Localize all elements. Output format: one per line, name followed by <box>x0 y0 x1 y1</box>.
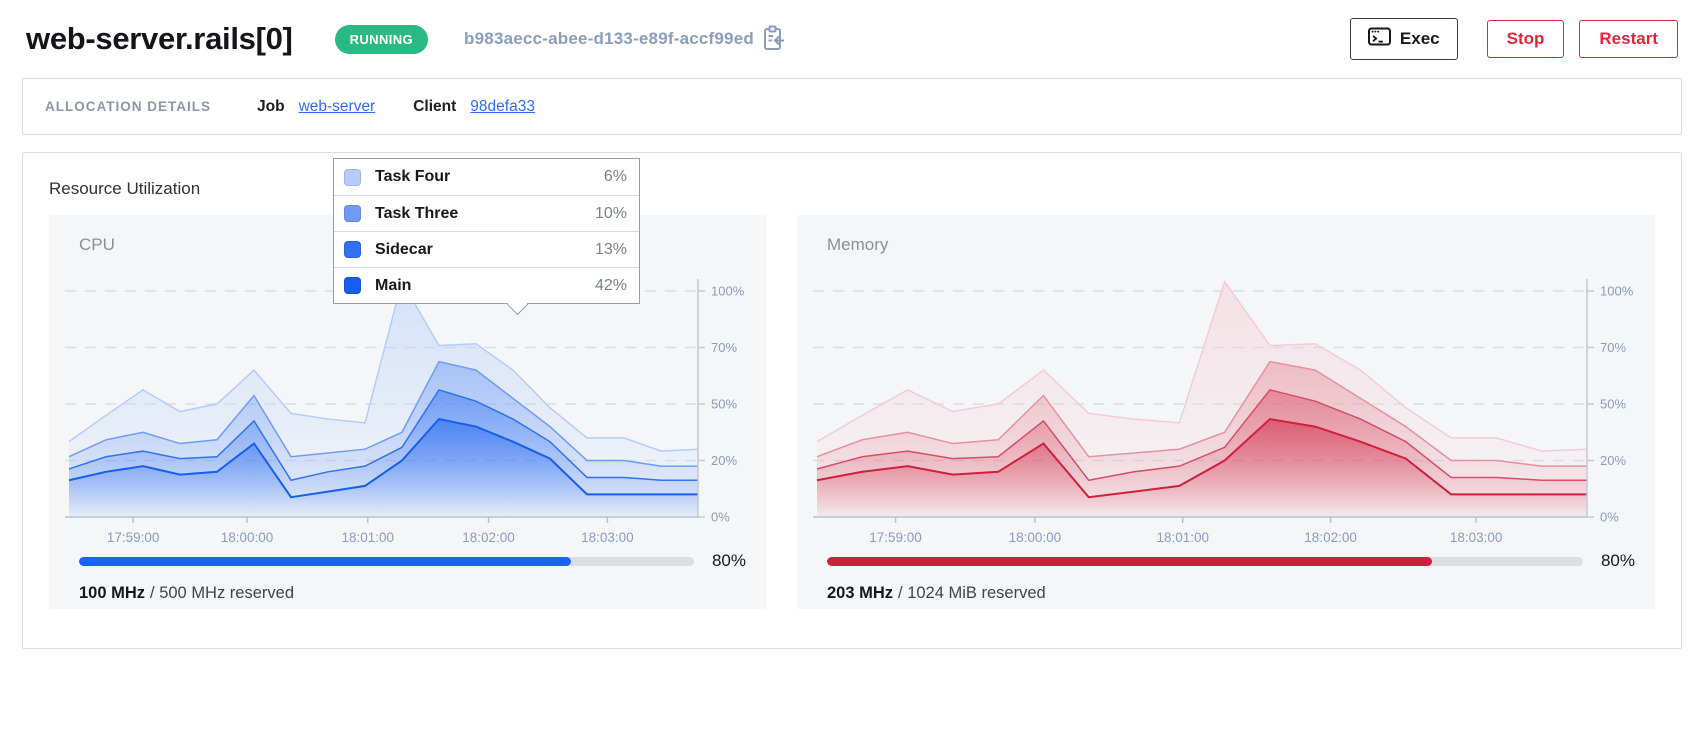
task-name: Sidecar <box>375 240 433 258</box>
memory-chart[interactable]: 100% 70% 50% 20% 0% 17:59:00 18:00:00 18:01:00 1… <box>813 257 1643 549</box>
x-tick-label: 18:01:00 <box>1156 530 1209 545</box>
memory-usage-bar-fill <box>827 556 1432 566</box>
allocation-id: b983aecc-abee-d133-e89f-accf99ed <box>464 29 754 48</box>
y-tick-label: 0% <box>1600 510 1619 525</box>
task-name: Task Four <box>375 168 451 185</box>
memory-usage-row: 80% <box>827 551 1635 571</box>
memory-usage-bar-track <box>827 556 1583 566</box>
exec-button[interactable]: Exec <box>1349 18 1458 60</box>
x-tick-label: 18:02:00 <box>1304 530 1357 545</box>
sidecar-line <box>68 388 698 482</box>
cpu-chart-label: CPU <box>79 235 115 254</box>
clipboard-copy-icon <box>763 25 785 54</box>
memory-usage-current: 203 MHz <box>827 584 894 602</box>
memory-usage-percent: 80% <box>1600 551 1635 570</box>
main-area <box>817 419 1587 517</box>
task-value: 6% <box>603 168 627 185</box>
task-color-swatch <box>344 241 361 258</box>
task-value: 42% <box>594 276 627 294</box>
y-tick-label: 20% <box>1600 453 1626 468</box>
memory-chart-label: Memory <box>827 235 889 254</box>
status-badge: RUNNING <box>334 24 429 54</box>
tooltip-row: Task Three 10% <box>334 195 639 231</box>
x-tick-label: 17:59:00 <box>107 530 160 545</box>
task-four-line <box>816 279 1588 452</box>
y-tick-label: 50% <box>711 397 737 412</box>
cpu-chart[interactable]: 100% 70% 50% 20% 0% 17:59:00 18:00:00 18:01:00 1… <box>65 257 754 549</box>
y-tick-label: 100% <box>1600 284 1634 299</box>
exec-button-label: Exec <box>1399 29 1440 48</box>
task-color-swatch <box>344 277 361 294</box>
task-value: 10% <box>594 204 627 222</box>
x-tick-label: 18:02:00 <box>462 530 515 545</box>
x-tick-label: 18:03:00 <box>1450 530 1503 545</box>
restart-button[interactable]: Restart <box>1579 20 1678 58</box>
stop-button[interactable]: Stop <box>1486 20 1565 58</box>
x-tick-label: 17:59:00 <box>869 530 922 545</box>
memory-chart-svg: 100% 70% 50% 20% 0% 17:59:00 18:00:00 18:01:00 1… <box>813 279 1634 545</box>
client-link[interactable]: 98defa33 <box>470 97 535 115</box>
cpu-usage-bar-track <box>79 556 694 566</box>
memory-usage-stats: 203 MHz/ 1024 MiB reserved <box>827 584 1643 603</box>
main-line <box>816 418 1587 499</box>
job-label: Job <box>257 97 285 115</box>
cpu-usage-reserved: / 500 MHz reserved <box>150 584 295 602</box>
cpu-usage-percent: 80% <box>711 551 746 570</box>
cpu-panel: CPU 100% 70% 50% 20% 0% 17:59:00 18:00:00 18:01… <box>49 215 766 609</box>
y-tick-label: 100% <box>711 284 745 299</box>
y-tick-label: 70% <box>1600 340 1626 355</box>
cpu-usage-bar-fill <box>79 556 571 566</box>
task-color-swatch <box>344 168 361 186</box>
restart-button-label: Restart <box>1599 29 1658 48</box>
allocation-details-bar: ALLOCATION DETAILS Job web-server Client… <box>22 78 1682 135</box>
task-name: Main <box>375 276 412 294</box>
cpu-usage-current: 100 MHz <box>79 584 146 602</box>
task-value: 13% <box>594 240 627 258</box>
cpu-chart-svg: 100% 70% 50% 20% 0% 17:59:00 18:00:00 18:01:00 1… <box>65 279 745 545</box>
task-color-swatch <box>344 205 361 222</box>
header-actions: Exec Stop Restart <box>1349 18 1678 60</box>
y-tick-label: 20% <box>711 453 737 468</box>
sidecar-line <box>816 389 1587 482</box>
chart-tooltip: Task Four 6% Task Three 10% Sidecar 13% Main 42… <box>333 158 640 315</box>
job-link[interactable]: web-server <box>298 97 376 115</box>
allocation-details-label: ALLOCATION DETAILS <box>45 99 211 114</box>
y-tick-label: 50% <box>1600 397 1626 412</box>
task-four-line <box>68 279 699 452</box>
memory-panel: Memory 100% 70% 50% 20% 0% 17:59:00 18:00:00 18… <box>797 215 1655 609</box>
copy-allocation-id-button[interactable] <box>763 25 785 54</box>
task-name: Task Three <box>375 204 459 222</box>
page-title: web-server.rails[0] <box>26 21 293 56</box>
y-tick-label: 70% <box>711 340 737 355</box>
main-line <box>68 417 698 499</box>
charts-row: CPU 100% 70% 50% 20% 0% 17:59:00 18:00:00 18:01… <box>49 215 1655 609</box>
x-tick-label: 18:03:00 <box>581 530 634 545</box>
client-label: Client <box>413 97 457 115</box>
main-area <box>69 419 698 517</box>
task-three-line <box>816 360 1587 467</box>
memory-usage-reserved: / 1024 MiB reserved <box>898 584 1046 602</box>
x-tick-label: 18:01:00 <box>341 530 394 545</box>
y-tick-label: 0% <box>711 510 730 525</box>
cpu-usage-row: 80% <box>79 551 746 571</box>
stop-button-label: Stop <box>1506 29 1545 48</box>
cpu-usage-stats: 100 MHz/ 500 MHz reserved <box>79 584 754 603</box>
tooltip-row: Sidecar 13% <box>334 231 639 267</box>
tooltip-row: Main 42% <box>334 267 639 303</box>
tooltip-row: Task Four 6% <box>334 159 639 195</box>
x-tick-label: 18:00:00 <box>221 530 274 545</box>
terminal-icon <box>1367 27 1391 51</box>
task-three-line <box>68 360 698 467</box>
resource-utilization-card: Resource Utilization CPU 100% 70% 50% 20% 0%… <box>22 152 1682 649</box>
x-tick-label: 18:00:00 <box>1009 530 1062 545</box>
page-header: web-server.rails[0] RUNNING b983aecc-abe… <box>0 0 1704 74</box>
section-title: Resource Utilization <box>49 179 201 198</box>
